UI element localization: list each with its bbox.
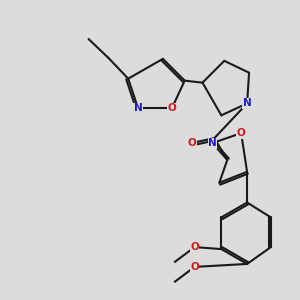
Text: O: O — [190, 262, 199, 272]
Text: N: N — [134, 103, 142, 113]
Text: O: O — [190, 242, 199, 252]
Text: O: O — [237, 128, 245, 138]
Text: O: O — [167, 103, 176, 113]
Text: O: O — [187, 138, 196, 148]
Text: N: N — [243, 98, 251, 108]
Text: N: N — [208, 138, 217, 148]
